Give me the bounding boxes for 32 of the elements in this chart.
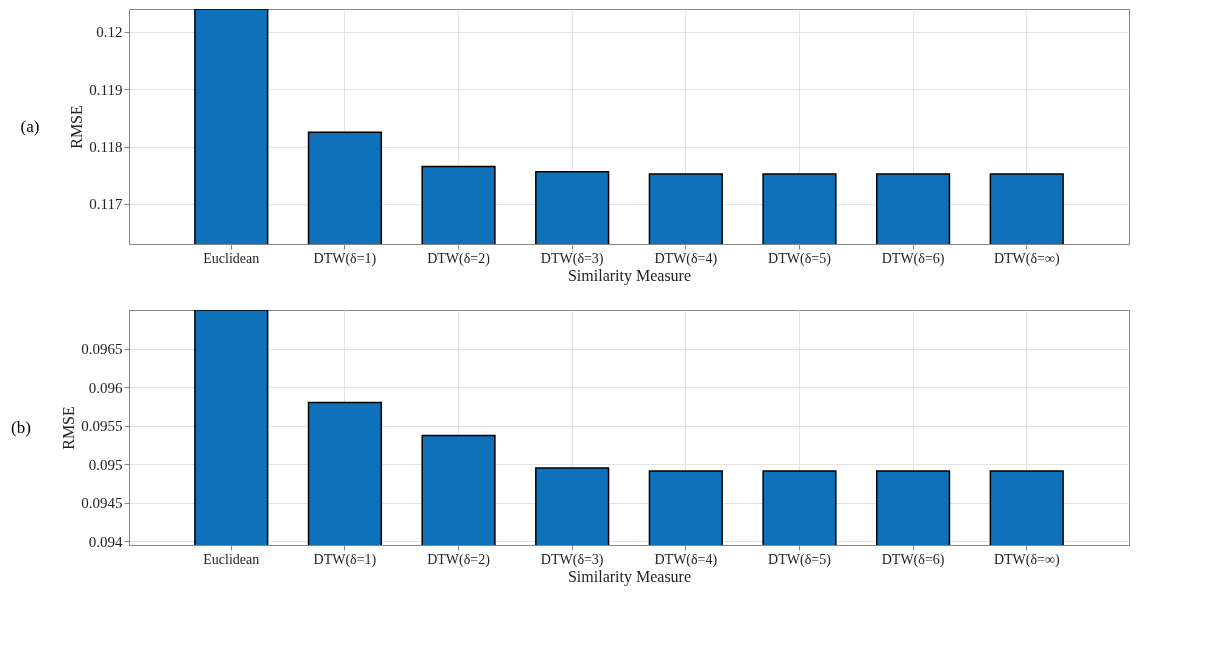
- y-tick-label: 0.117: [89, 196, 123, 213]
- y-axis-title: RMSE: [68, 105, 86, 149]
- x-tick-label: Euclidean: [203, 551, 260, 567]
- y-tick-label: 0.0945: [81, 495, 123, 512]
- x-tick-label: DTW(δ=4): [654, 551, 718, 568]
- x-tick-label: DTW(δ=5): [768, 551, 832, 568]
- y-tick-label: 0.095: [88, 456, 123, 473]
- y-tick-label: 0.094: [88, 533, 123, 550]
- y-tick-label: 0.0955: [81, 418, 123, 435]
- x-tick-label: DTW(δ=2): [427, 551, 491, 568]
- x-tick-label: Euclidean: [203, 250, 260, 266]
- y-tick-label: 0.118: [89, 139, 123, 156]
- x-axis-title: Similarity Measure: [567, 567, 692, 586]
- y-tick-label: 0.0965: [81, 341, 123, 358]
- x-tick-label: DTW(δ=5): [768, 250, 832, 267]
- x-tick-label: DTW(δ=6): [881, 250, 945, 267]
- x-tick-label: DTW(δ=2): [427, 250, 491, 267]
- x-tick-label: DTW(δ=3): [540, 250, 604, 267]
- x-tick-label: DTW(δ=∞): [993, 551, 1060, 568]
- x-tick-label: DTW(δ=3): [540, 551, 604, 568]
- text: (b): [11, 417, 31, 437]
- y-tick-label: 0.119: [89, 81, 123, 98]
- x-tick-label: DTW(δ=∞): [993, 250, 1060, 267]
- text: (a): [20, 116, 40, 136]
- y-axis-title: RMSE: [60, 406, 78, 450]
- x-tick-label: DTW(δ=4): [654, 250, 718, 267]
- y-tick-label: 0.12: [96, 24, 123, 41]
- x-axis-title: Similarity Measure: [567, 266, 692, 285]
- x-tick-label: DTW(δ=6): [881, 551, 945, 568]
- x-tick-label: DTW(δ=1): [313, 551, 377, 568]
- x-tick-label: DTW(δ=1): [313, 250, 377, 267]
- y-tick-label: 0.096: [88, 379, 123, 396]
